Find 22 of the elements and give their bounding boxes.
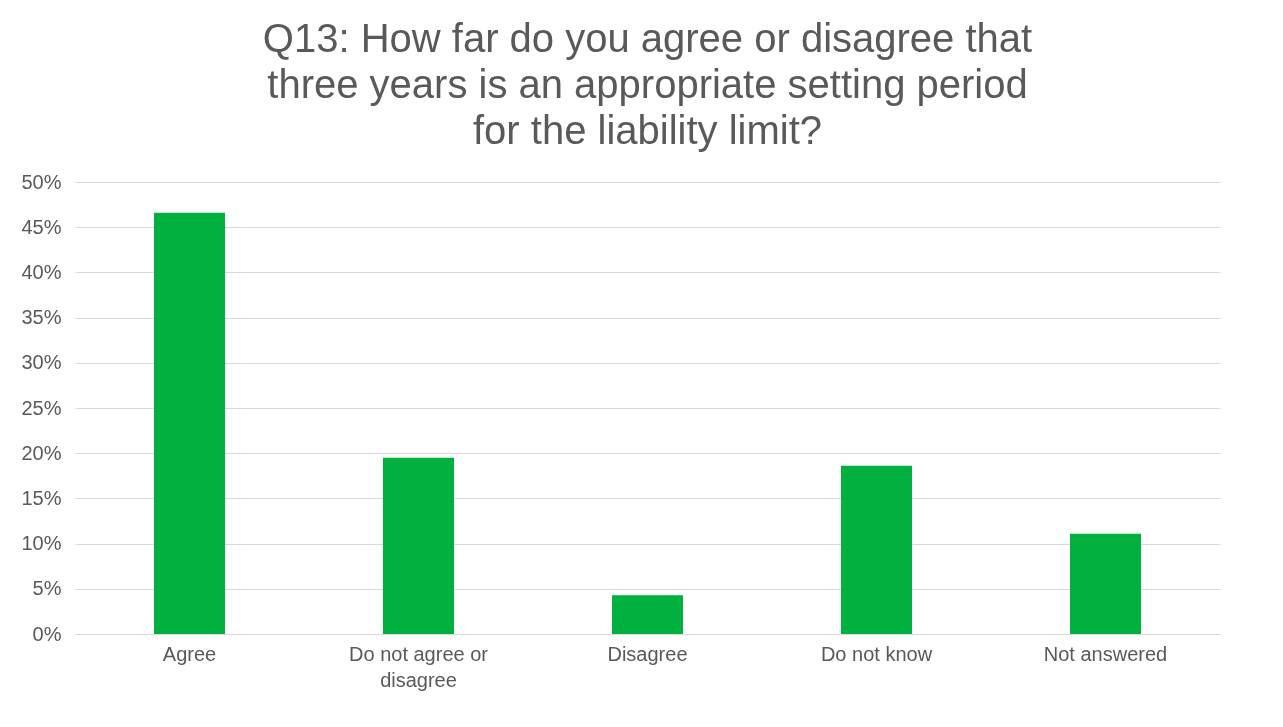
- x-tick-label: Do not agree or disagree: [349, 642, 489, 691]
- y-tick-label: 50%: [21, 170, 62, 193]
- y-tick-label: 30%: [21, 351, 62, 374]
- bar: [841, 465, 912, 634]
- x-tick-label: Not answered: [1043, 642, 1168, 665]
- y-tick-label: 5%: [32, 577, 62, 600]
- x-tick-label: Agree: [162, 642, 217, 665]
- bar: [1070, 533, 1141, 634]
- y-tick-label: 40%: [21, 260, 62, 283]
- y-tick-label: 0%: [32, 622, 62, 645]
- y-tick-label: 15%: [21, 486, 62, 509]
- bar: [154, 212, 225, 634]
- y-tick-label: 35%: [21, 306, 62, 329]
- chart-title: Q13: How far do you agree or disagree that three years is an appropriate setting period for the liability limit?: [262, 16, 1033, 152]
- y-tick-label: 45%: [21, 215, 62, 238]
- x-tick-label: Do not know: [820, 642, 933, 665]
- y-tick-label: 20%: [21, 441, 62, 464]
- bar: [612, 595, 683, 634]
- x-tick-label: Disagree: [607, 642, 688, 665]
- bar: [383, 457, 454, 634]
- y-tick-label: 25%: [21, 396, 62, 419]
- y-tick-label: 10%: [21, 532, 62, 555]
